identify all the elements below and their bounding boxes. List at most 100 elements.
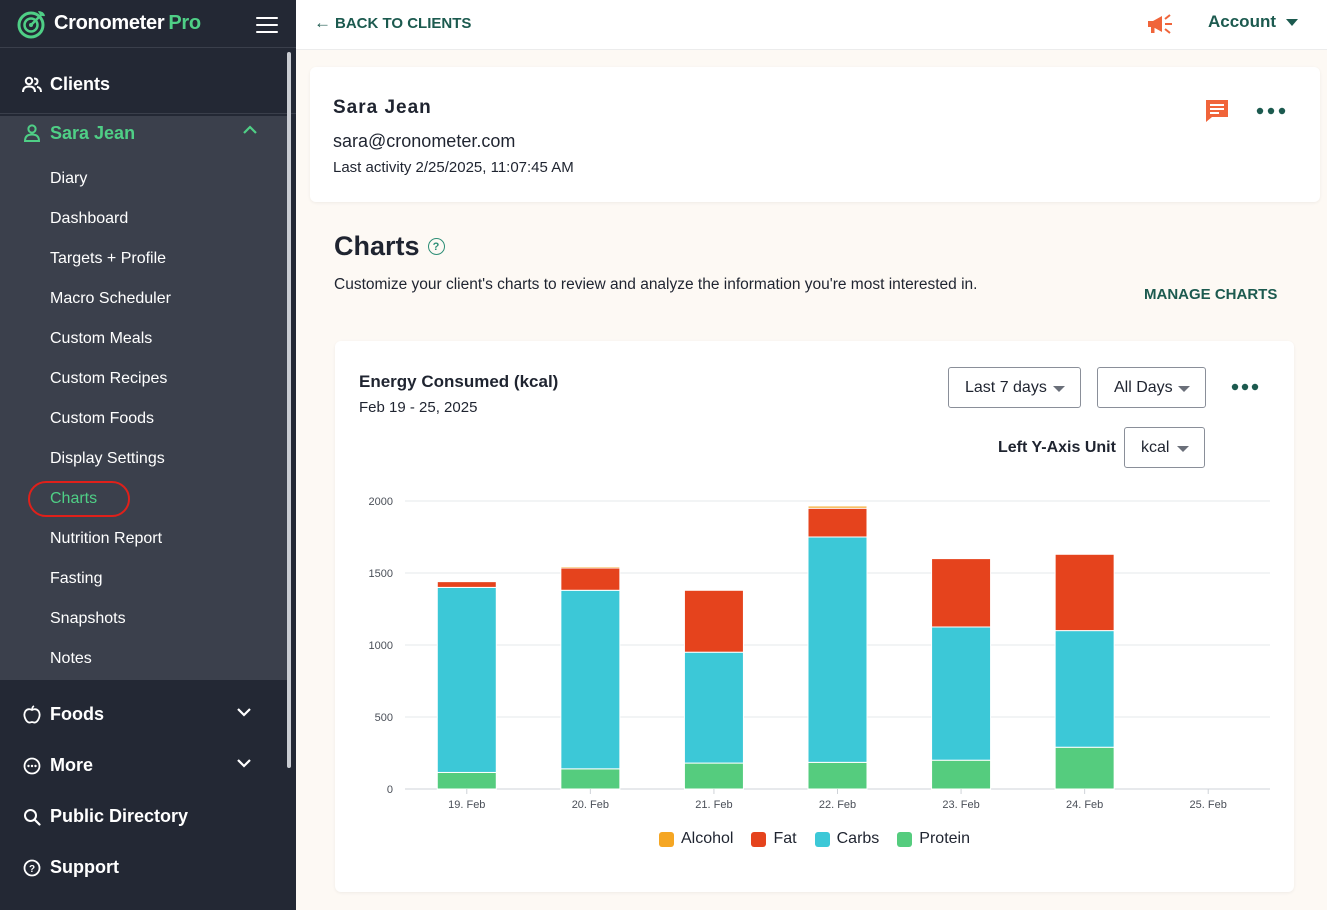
client-nav-header[interactable]: Sara Jean bbox=[0, 116, 288, 150]
y-tick-label: 1500 bbox=[369, 568, 393, 580]
bar-fat bbox=[436, 581, 497, 588]
sidebar-item-notes[interactable]: Notes bbox=[50, 650, 92, 667]
y-tick-label: 500 bbox=[375, 712, 393, 724]
bar-protein bbox=[436, 771, 497, 790]
help-circle-icon: ? bbox=[22, 858, 42, 878]
svg-text:?: ? bbox=[29, 864, 35, 875]
charts-description: Customize your client's charts to review… bbox=[334, 276, 978, 293]
y-axis-unit-label: Left Y-Axis Unit bbox=[998, 439, 1116, 456]
brand[interactable]: Cronometer Pro bbox=[0, 0, 296, 48]
sidebar-item-charts-label: Charts bbox=[50, 490, 98, 507]
bar-protein bbox=[931, 759, 992, 790]
legend-item-fat[interactable]: Fat bbox=[751, 830, 797, 848]
energy-bar-chart: 0 500 1000 1500 2000 19. Feb 20. Feb 21. Feb 22.… bbox=[369, 496, 1270, 811]
bar-fat bbox=[807, 507, 868, 538]
bar-carbs bbox=[931, 626, 992, 761]
legend-label: Fat bbox=[773, 830, 797, 847]
back-to-clients-link[interactable]: ← BACK TO CLIENTS bbox=[314, 13, 471, 33]
bar-carbs bbox=[560, 589, 621, 770]
sidebar-item-fasting[interactable]: Fasting bbox=[50, 570, 103, 587]
message-icon[interactable] bbox=[1204, 98, 1230, 124]
date-range-select[interactable]: Last 7 days bbox=[948, 367, 1081, 408]
caret-down-icon bbox=[1177, 446, 1189, 452]
account-menu[interactable]: Account bbox=[1208, 12, 1298, 32]
bar-fat bbox=[683, 589, 744, 653]
nav-foods-label: Foods bbox=[50, 704, 104, 724]
bar-carbs bbox=[807, 536, 868, 763]
x-tick-label: 22. Feb bbox=[819, 799, 856, 811]
y-axis-unit-select[interactable]: kcal bbox=[1124, 427, 1205, 468]
charts-heading: Charts ? bbox=[334, 231, 445, 262]
days-filter-select[interactable]: All Days bbox=[1097, 367, 1206, 408]
manage-charts-link[interactable]: MANAGE CHARTS bbox=[1144, 286, 1278, 303]
legend-swatch bbox=[659, 831, 674, 847]
legend-label: Alcohol bbox=[681, 830, 734, 847]
x-tick-label: 20. Feb bbox=[572, 799, 609, 811]
date-range-value: Last 7 days bbox=[965, 378, 1047, 396]
sidebar: Cronometer Pro Clients Sara Jean Diary Da… bbox=[0, 0, 296, 910]
nav-foods[interactable]: Foods bbox=[0, 689, 288, 740]
nav-clients[interactable]: Clients bbox=[0, 48, 296, 114]
lower-nav: Foods More Public Directory ? Support bbox=[0, 689, 288, 893]
sidebar-item-display-settings[interactable]: Display Settings bbox=[50, 450, 165, 467]
legend-label: Carbs bbox=[836, 830, 880, 847]
nav-public-directory-label: Public Directory bbox=[50, 806, 189, 826]
bar-carbs bbox=[436, 586, 497, 773]
bar-fat bbox=[1054, 553, 1115, 632]
account-label: Account bbox=[1208, 12, 1276, 31]
chart-date-range: Feb 19 - 25, 2025 bbox=[359, 399, 478, 416]
chart-more-options-icon[interactable] bbox=[1231, 383, 1259, 391]
client-name: Sara Jean bbox=[333, 97, 432, 118]
user-icon bbox=[22, 123, 42, 143]
more-options-icon[interactable] bbox=[1256, 107, 1286, 115]
sidebar-item-custom-recipes[interactable]: Custom Recipes bbox=[50, 370, 168, 387]
sidebar-item-custom-foods[interactable]: Custom Foods bbox=[50, 410, 155, 427]
search-icon bbox=[22, 807, 42, 827]
nav-public-directory[interactable]: Public Directory bbox=[0, 791, 288, 842]
client-sub-nav: Diary Dashboard Targets + Profile Macro … bbox=[0, 159, 288, 679]
x-tick-label: 25. Feb bbox=[1190, 799, 1227, 811]
y-tick-label: 2000 bbox=[369, 496, 393, 508]
legend-label: Protein bbox=[919, 830, 970, 847]
legend-swatch bbox=[897, 831, 913, 847]
nav-support-label: Support bbox=[50, 857, 119, 877]
client-nav-name: Sara Jean bbox=[50, 122, 136, 143]
chevron-down-icon[interactable] bbox=[236, 758, 252, 768]
topbar: ← BACK TO CLIENTS Account bbox=[296, 0, 1327, 50]
menu-toggle-icon[interactable] bbox=[256, 17, 278, 33]
y-axis-unit-value: kcal bbox=[1141, 438, 1170, 456]
chart-card: Energy Consumed (kcal) Feb 19 - 25, 2025… bbox=[335, 341, 1294, 892]
sidebar-item-macro-scheduler[interactable]: Macro Scheduler bbox=[50, 290, 171, 307]
legend-item-alcohol[interactable]: Alcohol bbox=[659, 830, 733, 848]
charts-title: Charts bbox=[334, 231, 420, 261]
nav-more[interactable]: More bbox=[0, 740, 288, 791]
caret-down-icon bbox=[1053, 386, 1065, 392]
chart-legend: Alcohol Fat Carbs Protein bbox=[335, 830, 1294, 848]
nav-support[interactable]: ? Support bbox=[0, 842, 288, 893]
nav-clients-label: Clients bbox=[50, 74, 111, 94]
sidebar-item-snapshots[interactable]: Snapshots bbox=[50, 610, 126, 627]
sidebar-item-charts[interactable]: Charts bbox=[0, 479, 288, 519]
legend-item-protein[interactable]: Protein bbox=[897, 830, 970, 848]
bar-fat bbox=[560, 567, 621, 591]
sidebar-item-dashboard[interactable]: Dashboard bbox=[50, 210, 129, 227]
chevron-down-icon[interactable] bbox=[236, 707, 252, 717]
apple-icon bbox=[22, 705, 42, 725]
client-last-activity: Last activity 2/25/2025, 11:07:45 AM bbox=[333, 159, 574, 176]
sidebar-item-custom-meals[interactable]: Custom Meals bbox=[50, 330, 153, 347]
sidebar-scrollbar[interactable] bbox=[287, 52, 291, 768]
chevron-up-icon[interactable] bbox=[242, 125, 258, 135]
bar-protein bbox=[560, 768, 621, 790]
bar-alcohol bbox=[807, 505, 868, 509]
cronometer-logo-icon bbox=[17, 10, 45, 38]
legend-item-carbs[interactable]: Carbs bbox=[814, 830, 880, 848]
back-to-clients-label: BACK TO CLIENTS bbox=[335, 14, 472, 32]
help-icon[interactable]: ? bbox=[427, 238, 445, 255]
sidebar-item-nutrition-report[interactable]: Nutrition Report bbox=[50, 530, 163, 547]
days-filter-value: All Days bbox=[1114, 378, 1173, 396]
megaphone-icon[interactable] bbox=[1146, 12, 1174, 36]
users-icon bbox=[22, 75, 42, 95]
sidebar-item-targets-profile[interactable]: Targets + Profile bbox=[50, 250, 167, 267]
bar-protein bbox=[1054, 746, 1115, 790]
sidebar-item-diary[interactable]: Diary bbox=[50, 170, 88, 187]
